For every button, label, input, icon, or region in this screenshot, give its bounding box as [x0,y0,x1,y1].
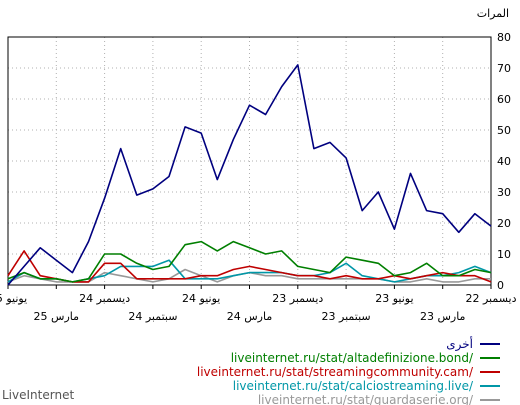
y-axis: 0 10 20 30 40 50 60 70 80 [497,31,511,292]
x-tick-label: 24 مارس [227,310,273,323]
x-tick-label: 24 ديسمبر [79,292,130,305]
grid [8,37,491,285]
series-lines [7,64,492,286]
legend-label: liveinternet.ru/stat/guardaserie.org/ [258,393,474,405]
series-line [7,64,492,286]
legend: أخرىliveinternet.ru/stat/altadefinizione… [197,336,500,405]
y-tick-label: 70 [497,62,511,75]
y-tick-label: 30 [497,186,511,199]
watermark: LiveInternet [2,388,74,402]
x-tick-label: 25 مارس [34,310,80,323]
y-tick-label: 0 [497,279,504,292]
legend-label: أخرى [446,336,473,352]
y-axis-label: المرات [477,7,509,20]
series-line [7,240,492,283]
legend-label: liveinternet.ru/stat/calciostreaming.liv… [233,379,474,393]
x-axis: 22 ديسمبر 23 يونيو 23 ديسمبر 24 يونيو 24 ديس… [0,285,517,323]
legend-label: liveinternet.ru/stat/altadefinizione.bon… [231,351,474,365]
x-tick-label: 23 مارس [420,310,466,323]
x-tick-label: 23 سبتمبر [322,310,371,323]
y-tick-label: 20 [497,217,511,230]
x-tick-label: 25 يونيو [0,292,27,305]
x-tick-label: 22 ديسمبر [465,292,516,305]
x-tick-label: 24 يونيو [182,292,220,305]
y-tick-label: 10 [497,248,511,261]
legend-label: liveinternet.ru/stat/streamingcommunity.… [197,365,474,379]
x-tick-label: 24 سبتمبر [128,310,177,323]
x-tick-label: 23 يونيو [375,292,413,305]
y-tick-label: 40 [497,155,511,168]
y-tick-label: 60 [497,93,511,106]
y-tick-label: 50 [497,124,511,137]
x-tick-label: 23 ديسمبر [272,292,323,305]
y-tick-label: 80 [497,31,511,44]
series-line [7,250,492,283]
